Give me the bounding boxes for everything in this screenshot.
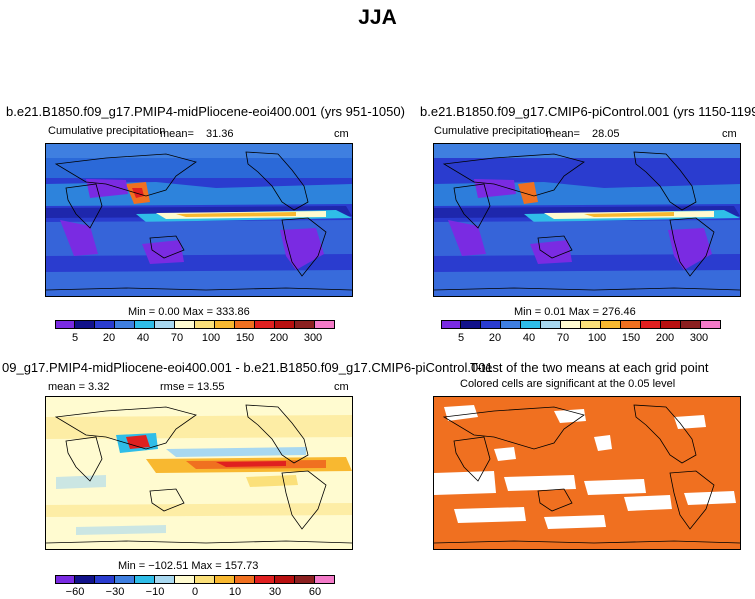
colorbar-cell [641, 320, 661, 329]
panel4-subtitle: Colored cells are significant at the 0.0… [460, 378, 676, 390]
colorbar-cell [255, 575, 275, 584]
panel2-subtitle: Cumulative precipitation [434, 125, 552, 137]
panel2-map [433, 143, 741, 297]
colorbar-tick-label: 60 [308, 586, 322, 598]
colorbar-tick-label: 100 [587, 332, 607, 344]
colorbar-cell [601, 320, 621, 329]
colorbar-tick-label: 70 [556, 332, 570, 344]
colorbar-cell [215, 320, 235, 329]
colorbar-tick-label: 30 [268, 586, 282, 598]
colorbar-cell [315, 320, 335, 329]
colorbar-tick-label: 200 [655, 332, 675, 344]
colorbar-cell [175, 320, 195, 329]
panel1-units: cm [334, 128, 349, 140]
panel3-min-max: Min = −102.51 Max = 157.73 [118, 560, 259, 572]
colorbar-tick-label: −30 [105, 586, 125, 598]
colorbar-tick-label: 200 [269, 332, 289, 344]
panel1-title: b.e21.B1850.f09_g17.PMIP4-midPliocene-eo… [6, 104, 405, 119]
panel3-rmse: rmse = 13.55 [160, 381, 225, 393]
colorbar-cell [135, 575, 155, 584]
colorbar-cell [235, 320, 255, 329]
colorbar-cell [441, 320, 461, 329]
colorbar-cell [681, 320, 701, 329]
panel2-mean-label: mean= [546, 128, 580, 140]
colorbar-cell [701, 320, 721, 329]
colorbar-cell [155, 575, 175, 584]
colorbar-cell [115, 575, 135, 584]
colorbar-tick-label: 5 [457, 332, 465, 344]
panel4-map [433, 396, 741, 550]
colorbar-tick-label: 10 [228, 586, 242, 598]
colorbar-tick-label: 40 [522, 332, 536, 344]
colorbar-tick-label: 40 [136, 332, 150, 344]
panel2-colorbar [441, 320, 721, 329]
colorbar-cell [155, 320, 175, 329]
panel1-min-max: Min = 0.00 Max = 333.86 [128, 306, 250, 318]
colorbar-tick-label: 300 [689, 332, 709, 344]
colorbar-tick-label: 150 [235, 332, 255, 344]
colorbar-cell [175, 575, 195, 584]
main-title: JJA [358, 6, 397, 29]
colorbar-cell [275, 320, 295, 329]
colorbar-cell [275, 575, 295, 584]
colorbar-tick-label: 70 [170, 332, 184, 344]
colorbar-cell [481, 320, 501, 329]
colorbar-tick-label: 150 [621, 332, 641, 344]
colorbar-cell [541, 320, 561, 329]
panel2-title: b.e21.B1850.f09_g17.CMIP6-piControl.001 … [420, 104, 755, 119]
colorbar-tick-label: 300 [303, 332, 323, 344]
colorbar-cell [55, 320, 75, 329]
colorbar-cell [581, 320, 601, 329]
colorbar-cell [95, 320, 115, 329]
colorbar-tick-label: 20 [488, 332, 502, 344]
panel2-units: cm [722, 128, 737, 140]
colorbar-cell [195, 575, 215, 584]
colorbar-cell [295, 320, 315, 329]
colorbar-cell [235, 575, 255, 584]
colorbar-cell [255, 320, 275, 329]
panel3-map [45, 396, 353, 550]
colorbar-cell [135, 320, 155, 329]
panel3-units: cm [334, 381, 349, 393]
colorbar-cell [75, 320, 95, 329]
colorbar-cell [75, 575, 95, 584]
colorbar-cell [295, 575, 315, 584]
colorbar-cell [661, 320, 681, 329]
colorbar-cell [501, 320, 521, 329]
colorbar-tick-label: 20 [102, 332, 116, 344]
colorbar-tick-label: 100 [201, 332, 221, 344]
panel3-mean: mean = 3.32 [48, 381, 110, 393]
panel2-min-max: Min = 0.01 Max = 276.46 [514, 306, 636, 318]
colorbar-cell [115, 320, 135, 329]
colorbar-cell [195, 320, 215, 329]
colorbar-cell [521, 320, 541, 329]
colorbar-tick-label: −10 [145, 586, 165, 598]
panel4-title: T-test of the two means at each grid poi… [470, 360, 709, 375]
panel1-colorbar [55, 320, 335, 329]
colorbar-cell [315, 575, 335, 584]
panel2-mean-value: 28.05 [592, 128, 620, 140]
panel1-mean-label: mean= [160, 128, 194, 140]
panel1-mean-value: 31.36 [206, 128, 234, 140]
colorbar-cell [55, 575, 75, 584]
panel1-map [45, 143, 353, 297]
panel3-title: 09_g17.PMIP4-midPliocene-eoi400.001 - b.… [2, 360, 493, 375]
colorbar-tick-label: −60 [65, 586, 85, 598]
colorbar-cell [561, 320, 581, 329]
colorbar-cell [461, 320, 481, 329]
colorbar-cell [215, 575, 235, 584]
colorbar-cell [95, 575, 115, 584]
panel3-colorbar [55, 575, 335, 584]
colorbar-tick-label: 0 [191, 586, 199, 598]
colorbar-tick-label: 5 [71, 332, 79, 344]
colorbar-cell [621, 320, 641, 329]
panel1-subtitle: Cumulative precipitation [48, 125, 166, 137]
